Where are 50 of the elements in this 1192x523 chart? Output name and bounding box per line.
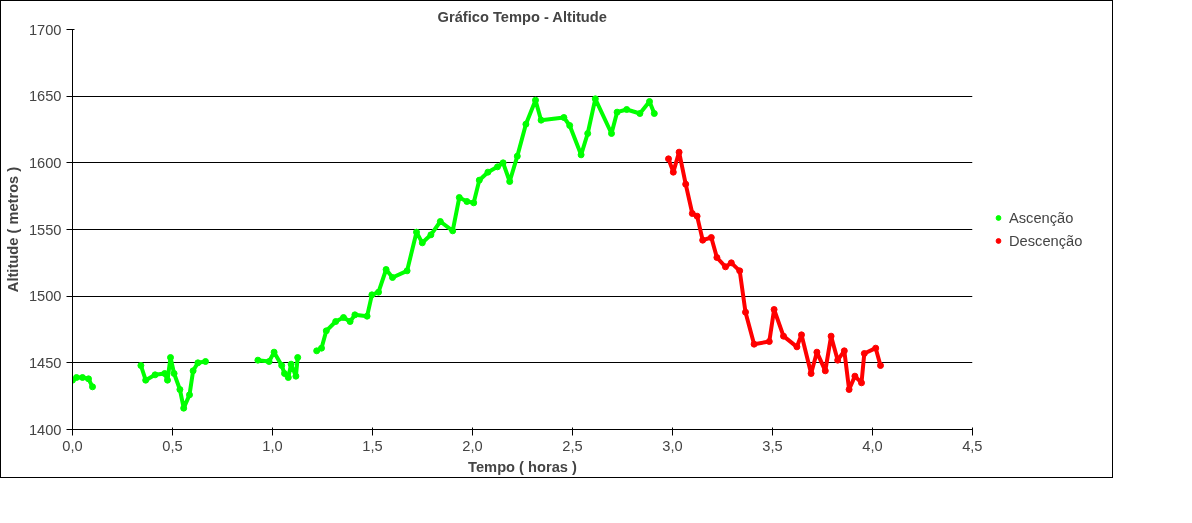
point (840, 347, 848, 355)
point (851, 372, 859, 380)
y-tick-label: 1400 (28, 421, 62, 438)
y-tick-label: 1700 (28, 21, 62, 38)
point (877, 362, 884, 369)
chart-title: Gráfico Tempo - Altitude (437, 8, 607, 25)
point (821, 367, 829, 375)
point (872, 344, 880, 352)
point (858, 379, 865, 387)
point (707, 234, 715, 241)
point (727, 259, 735, 267)
x-tick-label: 3,5 (762, 437, 783, 454)
point (750, 340, 758, 348)
point (742, 308, 749, 316)
point (722, 263, 729, 271)
y-tick-label: 1450 (28, 354, 62, 371)
legend-label: Ascenção (1009, 209, 1074, 226)
y-axis-title: Altitude ( metros ) (4, 166, 21, 293)
y-tick-label: 1600 (28, 154, 62, 171)
point (845, 386, 853, 393)
point (665, 155, 672, 163)
point (713, 254, 721, 261)
point (770, 306, 778, 313)
point (860, 350, 868, 357)
x-tick-label: 4,0 (862, 437, 883, 454)
x-tick-label: 3,0 (662, 437, 683, 454)
x-tick-label: 1,0 (262, 437, 283, 454)
point (780, 332, 787, 340)
point (682, 180, 690, 188)
point (675, 148, 683, 156)
x-tick-label: 1,5 (362, 437, 383, 454)
y-tick-label: 1500 (28, 288, 62, 305)
point (793, 343, 801, 351)
x-tick-label: 2,5 (562, 437, 583, 454)
y-tick-label: 1550 (28, 221, 62, 238)
y-tick-label: 1650 (28, 88, 62, 105)
x-tick-label: 2,0 (462, 437, 483, 454)
x-tick-label: 0,0 (62, 437, 83, 454)
x-tick-label: 4,5 (962, 437, 983, 454)
point (699, 236, 707, 244)
point (736, 267, 744, 275)
point (688, 210, 696, 217)
point (693, 212, 701, 220)
point (827, 332, 835, 340)
x-axis-title: Tempo ( horas ) (468, 458, 578, 475)
point (765, 338, 773, 345)
point (807, 370, 815, 377)
x-tick-label: 0,5 (162, 437, 183, 454)
point (813, 348, 821, 356)
legend-label: Descenção (1009, 232, 1083, 249)
